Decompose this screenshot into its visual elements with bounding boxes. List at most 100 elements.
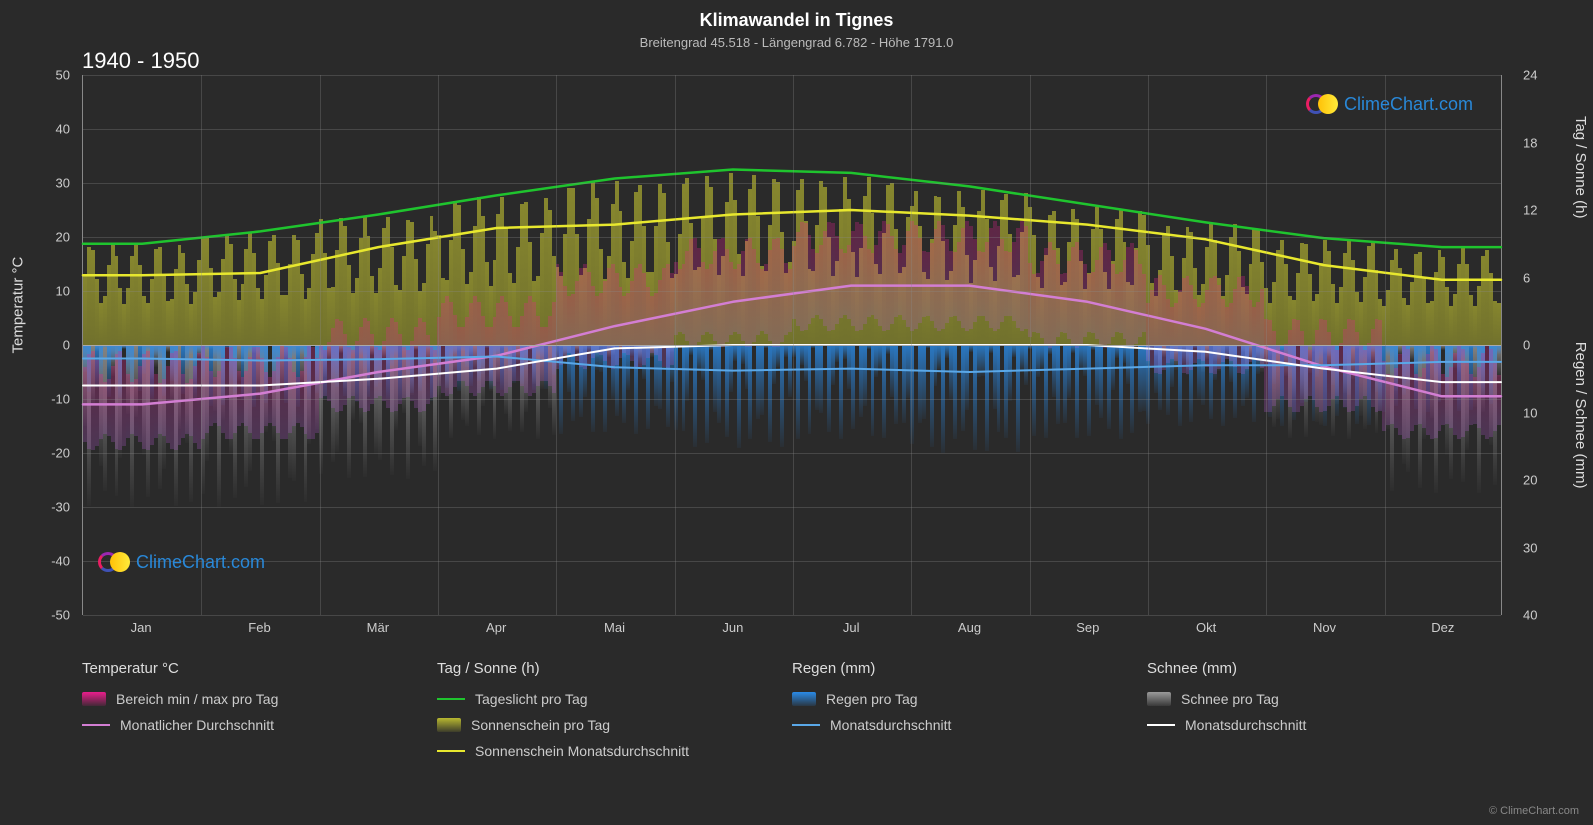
- legend-label: Regen pro Tag: [826, 691, 918, 707]
- x-tick: Okt: [1196, 620, 1216, 635]
- chart-title: Klimawandel in Tignes: [0, 10, 1593, 31]
- y-tick-left: -10: [51, 392, 70, 407]
- grid-line-v: [1030, 75, 1031, 615]
- y-tick-left: -40: [51, 554, 70, 569]
- climechart-icon: [98, 548, 130, 576]
- grid-line-h: [83, 129, 1501, 130]
- grid-line-h: [83, 183, 1501, 184]
- x-tick: Apr: [486, 620, 506, 635]
- legend-swatch: [792, 724, 820, 726]
- grid-line-h: [83, 237, 1501, 238]
- legend-column: Regen (mm) Regen pro Tag Monatsdurchschnit…: [792, 660, 1147, 769]
- chart-subtitle: Breitengrad 45.518 - Längengrad 6.782 - …: [0, 35, 1593, 50]
- grid-line-h: [83, 561, 1501, 562]
- legend-item: Tageslicht pro Tag: [437, 691, 792, 707]
- grid-line-h: [83, 507, 1501, 508]
- y-tick-right: 24: [1523, 68, 1537, 83]
- legend-item: Schnee pro Tag: [1147, 691, 1502, 707]
- grid-line-v: [675, 75, 676, 615]
- x-tick: Jan: [131, 620, 152, 635]
- y-tick-left: 40: [56, 122, 70, 137]
- grid-line-v: [1266, 75, 1267, 615]
- x-tick: Aug: [958, 620, 981, 635]
- y-tick-left: 20: [56, 230, 70, 245]
- grid-line-v: [320, 75, 321, 615]
- y-tick-left: -30: [51, 500, 70, 515]
- legend-label: Sonnenschein Monatsdurchschnitt: [475, 743, 689, 759]
- y-tick-right: 10: [1523, 405, 1537, 420]
- legend-item: Monatsdurchschnitt: [1147, 717, 1502, 733]
- watermark-logo-top: ClimeChart.com: [1306, 90, 1473, 118]
- legend-swatch: [437, 718, 461, 732]
- series-line: [83, 210, 1501, 280]
- legend-header: Regen (mm): [792, 660, 1147, 677]
- legend-label: Monatsdurchschnitt: [1185, 717, 1306, 733]
- grid-line-h: [83, 615, 1501, 616]
- grid-line-h: [83, 453, 1501, 454]
- legend-label: Monatlicher Durchschnitt: [120, 717, 274, 733]
- legend-swatch: [82, 692, 106, 706]
- y-tick-right: 6: [1523, 270, 1530, 285]
- legend-label: Sonnenschein pro Tag: [471, 717, 610, 733]
- y-tick-left: -20: [51, 446, 70, 461]
- legend-swatch: [437, 750, 465, 752]
- decade-label: 1940 - 1950: [82, 48, 199, 74]
- legend: Temperatur °C Bereich min / max pro Tag Mo…: [82, 660, 1502, 769]
- y-tick-left: 0: [63, 338, 70, 353]
- y-tick-left: -50: [51, 608, 70, 623]
- y-axis-right: 0612182410203040: [1515, 75, 1593, 615]
- grid-line-v: [1385, 75, 1386, 615]
- y-tick-left: 10: [56, 284, 70, 299]
- x-tick: Nov: [1313, 620, 1336, 635]
- chart-header: Klimawandel in Tignes Breitengrad 45.518…: [0, 10, 1593, 50]
- legend-column: Tag / Sonne (h) Tageslicht pro Tag Sonnens…: [437, 660, 792, 769]
- legend-header: Tag / Sonne (h): [437, 660, 792, 677]
- y-tick-right: 18: [1523, 135, 1537, 150]
- legend-label: Schnee pro Tag: [1181, 691, 1279, 707]
- series-line: [83, 170, 1501, 248]
- plot-area: [82, 75, 1502, 615]
- legend-swatch: [792, 692, 816, 706]
- y-tick-left: 50: [56, 68, 70, 83]
- legend-swatch: [437, 698, 465, 700]
- x-tick: Dez: [1431, 620, 1454, 635]
- x-tick: Jun: [722, 620, 743, 635]
- y-tick-right: 30: [1523, 540, 1537, 555]
- legend-label: Monatsdurchschnitt: [830, 717, 951, 733]
- legend-label: Tageslicht pro Tag: [475, 691, 588, 707]
- grid-line-h: [83, 399, 1501, 400]
- x-tick: Jul: [843, 620, 860, 635]
- grid-line-h: [83, 345, 1501, 346]
- x-tick: Mär: [367, 620, 389, 635]
- legend-header: Temperatur °C: [82, 660, 437, 677]
- y-axis-left: -50-40-30-20-1001020304050: [0, 75, 78, 615]
- legend-label: Bereich min / max pro Tag: [116, 691, 278, 707]
- x-axis: JanFebMärAprMaiJunJulAugSepOktNovDez: [82, 620, 1502, 650]
- legend-header: Schnee (mm): [1147, 660, 1502, 677]
- grid-line-v: [793, 75, 794, 615]
- legend-swatch: [1147, 692, 1171, 706]
- copyright: © ClimeChart.com: [1489, 805, 1579, 817]
- logo-text: ClimeChart.com: [136, 552, 265, 573]
- grid-line-v: [1148, 75, 1149, 615]
- legend-item: Regen pro Tag: [792, 691, 1147, 707]
- grid-line-v: [438, 75, 439, 615]
- climechart-icon: [1306, 90, 1338, 118]
- legend-swatch: [82, 724, 110, 726]
- legend-item: Monatlicher Durchschnitt: [82, 717, 437, 733]
- grid-line-v: [201, 75, 202, 615]
- y-tick-right: 0: [1523, 338, 1530, 353]
- y-tick-right: 12: [1523, 203, 1537, 218]
- legend-column: Temperatur °C Bereich min / max pro Tag Mo…: [82, 660, 437, 769]
- y-tick-left: 30: [56, 176, 70, 191]
- grid-line-h: [83, 291, 1501, 292]
- x-tick: Sep: [1076, 620, 1099, 635]
- y-tick-right: 40: [1523, 608, 1537, 623]
- legend-item: Sonnenschein Monatsdurchschnitt: [437, 743, 792, 759]
- x-tick: Mai: [604, 620, 625, 635]
- grid-line-v: [556, 75, 557, 615]
- logo-text: ClimeChart.com: [1344, 94, 1473, 115]
- legend-item: Bereich min / max pro Tag: [82, 691, 437, 707]
- grid-line-h: [83, 75, 1501, 76]
- legend-swatch: [1147, 724, 1175, 726]
